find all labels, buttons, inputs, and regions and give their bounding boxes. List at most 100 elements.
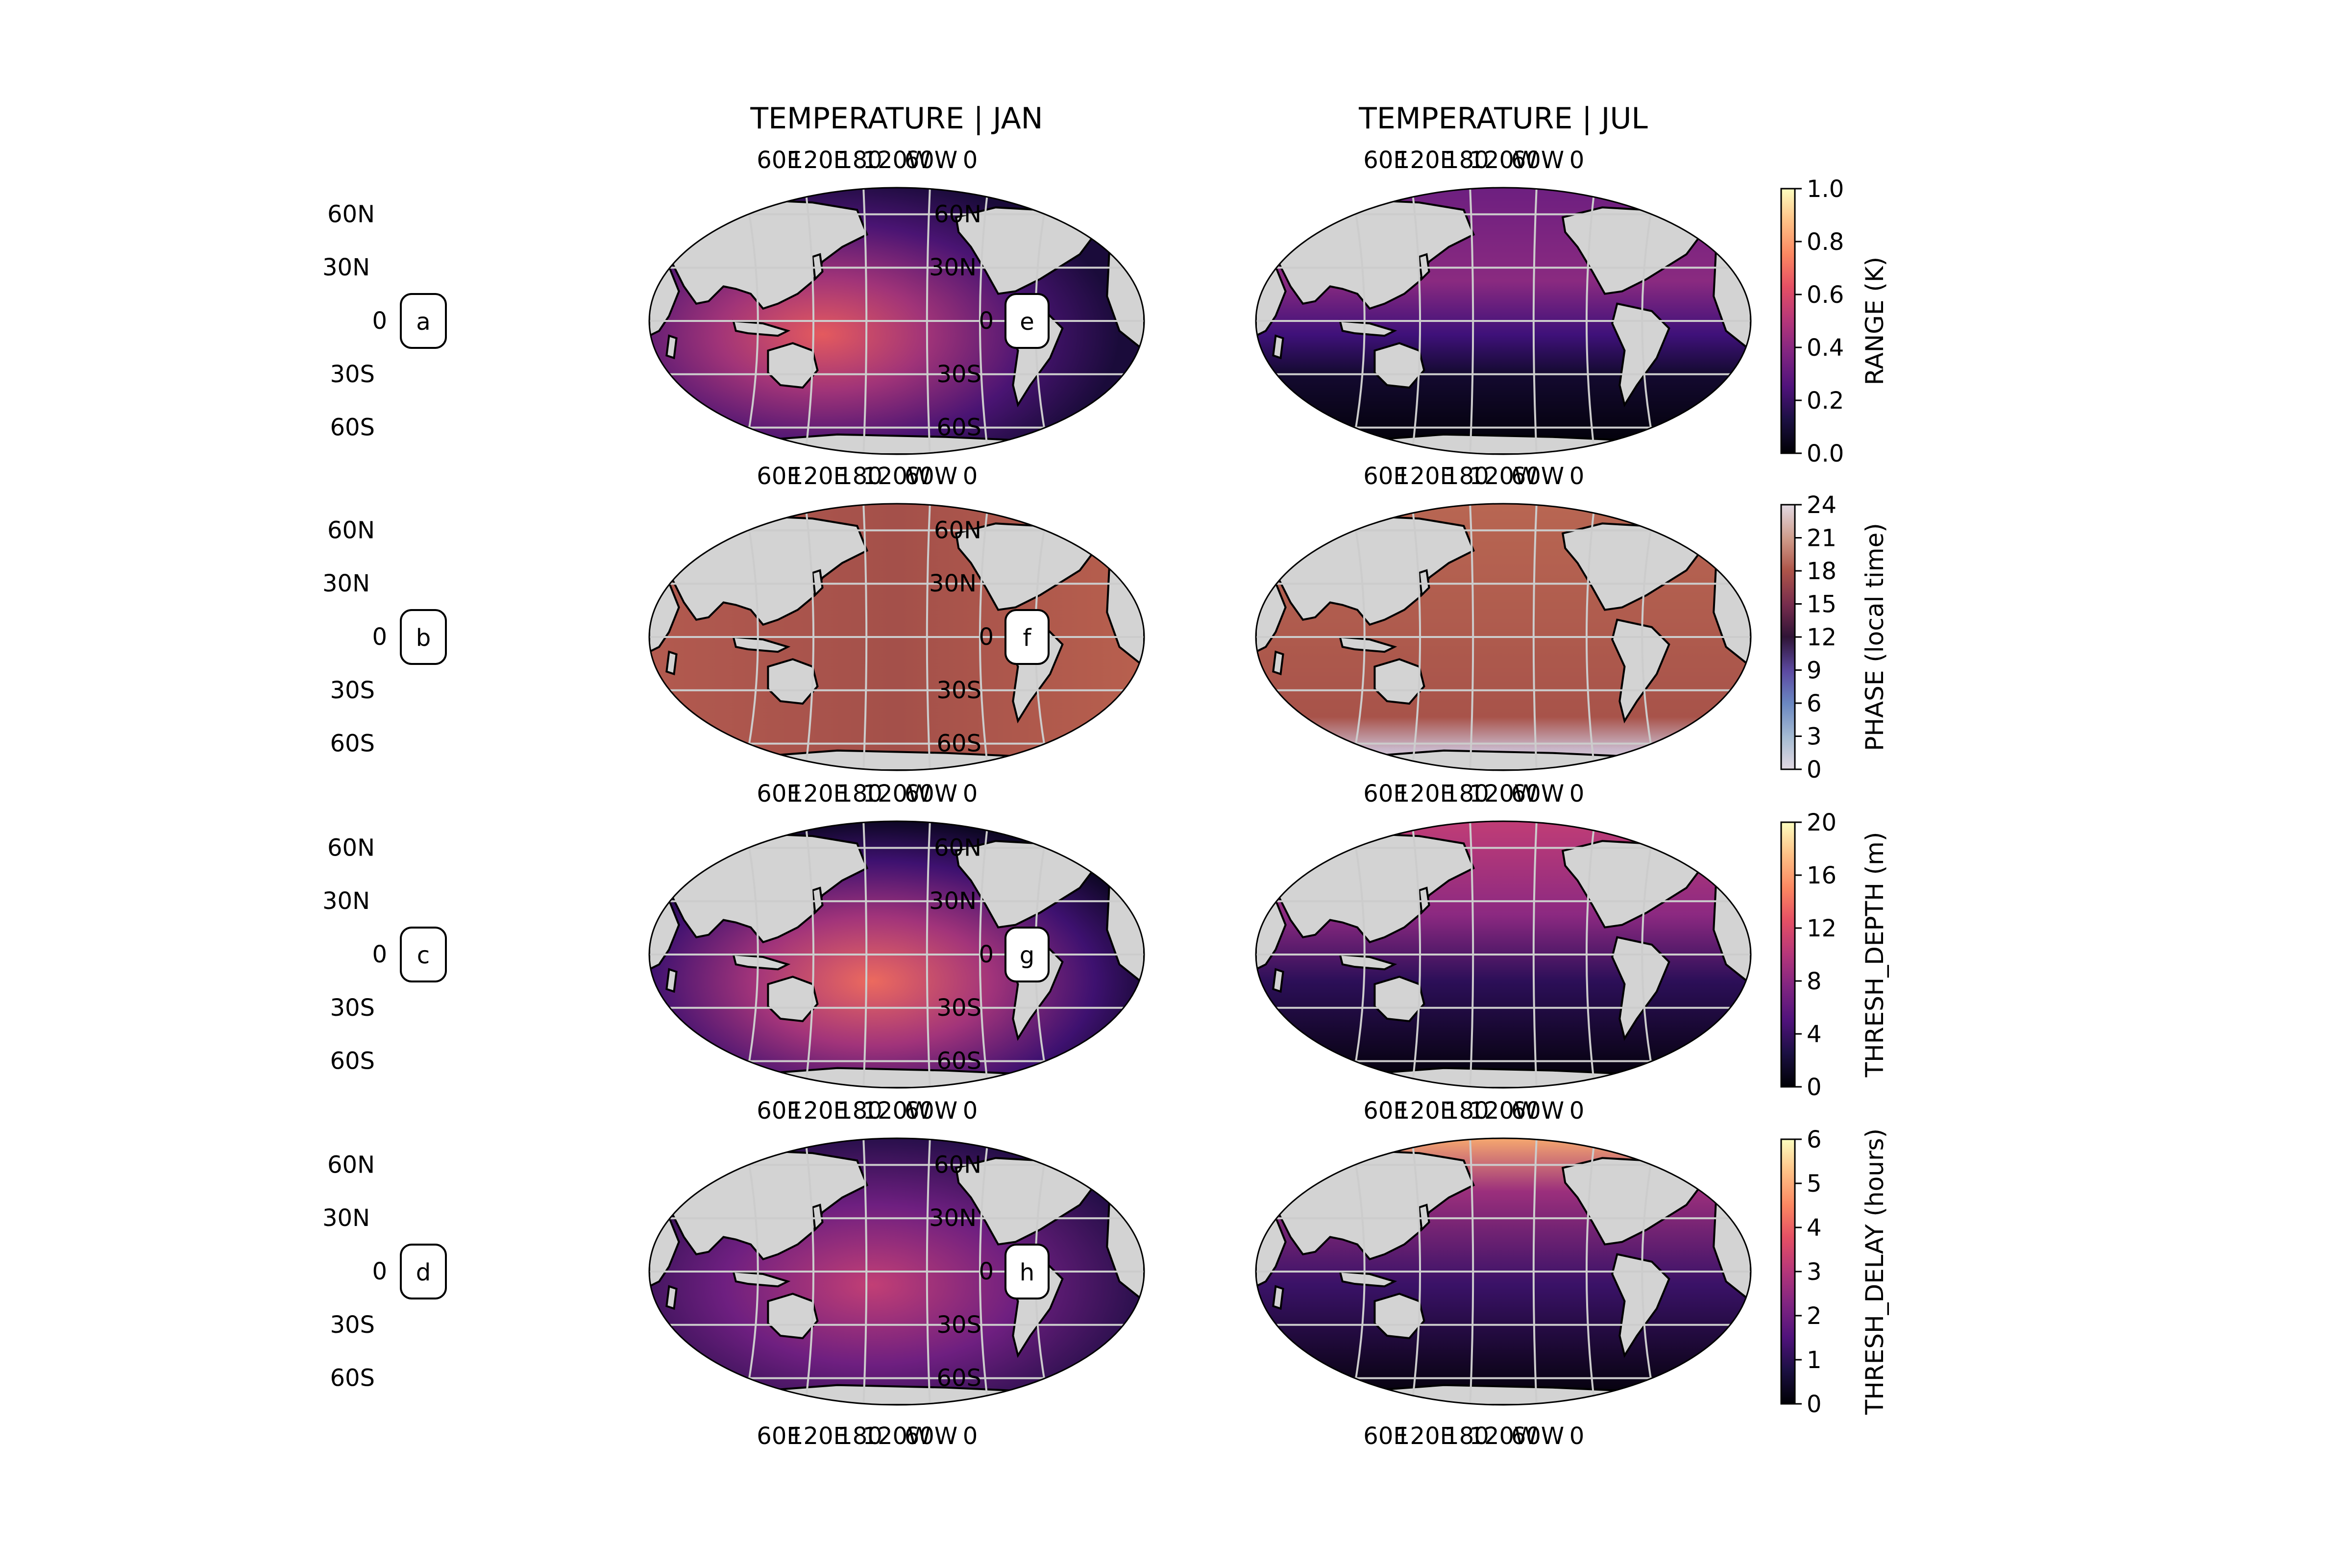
- lat-tick-label: 60N: [934, 516, 981, 544]
- lon-tick-label: 0: [963, 463, 978, 490]
- lon-gridline: [862, 188, 868, 454]
- lat-tick-label: 30S: [936, 677, 981, 704]
- lat-tick-label: 0: [979, 1258, 994, 1285]
- column-title: TEMPERATURE | JAN: [750, 101, 1043, 136]
- lat-tick-label: 30S: [936, 994, 981, 1022]
- lat-tick-label: 60N: [934, 200, 981, 228]
- colorbar-tick-label: 0.4: [1807, 334, 1844, 362]
- lat-tick-label: 60N: [327, 516, 375, 544]
- lon-gridline: [926, 1138, 931, 1405]
- row-label-box: [400, 927, 447, 982]
- gridlines: [1256, 188, 1751, 454]
- lon-tick-label: 60E: [757, 1097, 801, 1125]
- panel-label-text: g: [1020, 942, 1034, 969]
- lon-tick-label: 60E: [1363, 1097, 1408, 1125]
- lon-tick-label: 60W: [1511, 1097, 1565, 1125]
- colorbar-label: THRESH_DEPTH (m): [1861, 832, 1889, 1078]
- colorbar-label: RANGE (K): [1861, 257, 1889, 385]
- lat-tick-label: 30S: [330, 1311, 375, 1339]
- row-label-box: [400, 293, 447, 349]
- lon-tick-label: 60E: [1363, 1422, 1408, 1450]
- lon-gridline: [1469, 821, 1474, 1088]
- lon-gridline: [1585, 821, 1596, 1088]
- lat-tick-label: 60N: [327, 1151, 375, 1178]
- lat-tick-label: 30N: [322, 887, 370, 915]
- map-outline: [648, 187, 1145, 455]
- lon-tick-label: 120W: [1469, 1097, 1537, 1125]
- lon-gridline: [1641, 504, 1657, 770]
- colorbar-scale: [1780, 188, 1796, 454]
- lon-tick-label: 0: [1569, 780, 1585, 808]
- lon-tick-label: 120E: [788, 463, 848, 490]
- lon-tick-label: 0: [963, 780, 978, 808]
- map-outline: [648, 820, 1145, 1089]
- lat-tick-label: 60S: [936, 1365, 981, 1392]
- lon-gridline: [804, 1138, 815, 1405]
- lon-gridline: [979, 1138, 989, 1405]
- lat-tick-label: 60S: [330, 414, 375, 441]
- lon-gridline: [1641, 1138, 1657, 1405]
- lon-tick-label: 120W: [1469, 463, 1537, 490]
- colorbar-tick-label: 0.6: [1807, 281, 1844, 309]
- lat-tick-label: 0: [372, 623, 387, 651]
- lon-gridline: [804, 188, 815, 454]
- map-outline: [648, 1137, 1145, 1406]
- colorbar: 0.0 0.2 0.4 0.6 0.8 1.0 RANGE (K): [1780, 175, 1889, 467]
- lat-tick-label: 0: [372, 941, 387, 968]
- colorbar-tick-label: 16: [1807, 862, 1837, 889]
- lon-tick-label: 120W: [862, 463, 931, 490]
- row-label: d: [400, 1244, 447, 1299]
- lon-gridline: [979, 188, 989, 454]
- lon-tick-label: 60W: [905, 463, 958, 490]
- row-label: b: [400, 609, 447, 665]
- colorbar-tick-label: 6: [1807, 690, 1822, 717]
- lon-tick-label: 180: [837, 1097, 882, 1125]
- lat-tick-label: 30S: [330, 994, 375, 1022]
- map-outline: [648, 503, 1145, 771]
- lon-gridline: [1469, 188, 1474, 454]
- lon-tick-label: 180: [837, 147, 882, 174]
- lon-gridline: [804, 504, 815, 770]
- row-label-box: [400, 1244, 447, 1299]
- lat-tick-label: 60S: [936, 414, 981, 441]
- colorbar-tick-label: 21: [1807, 525, 1837, 552]
- lat-tick-label: 30S: [936, 361, 981, 388]
- colorbar-tick-label: 0.2: [1807, 387, 1844, 415]
- row-label-text: b: [416, 624, 431, 652]
- lon-gridline: [926, 188, 931, 454]
- lon-gridline: [1532, 1138, 1538, 1405]
- lon-gridline: [1641, 821, 1657, 1088]
- lat-tick-label: 60S: [330, 1365, 375, 1392]
- colorbar-tick-label: 0.8: [1807, 228, 1844, 256]
- map-outline: [1255, 820, 1752, 1089]
- colorbar: 0 1 2 3 4 5 6 THRESH_DELAY (hours): [1780, 1126, 1889, 1418]
- colorbar-tick-label: 0: [1807, 1074, 1822, 1101]
- lon-gridline: [743, 821, 759, 1088]
- lon-tick-label: 60E: [1363, 780, 1408, 808]
- lon-gridline: [979, 821, 989, 1088]
- lon-tick-label: 120W: [1469, 780, 1537, 808]
- row-label: a: [400, 293, 447, 349]
- colorbar-tick-label: 9: [1807, 657, 1822, 685]
- panel-label-text: h: [1020, 1259, 1034, 1286]
- colorbar-label: THRESH_DELAY (hours): [1861, 1128, 1889, 1415]
- panel-label-box: [1004, 293, 1050, 349]
- lon-tick-label: 120W: [1469, 147, 1537, 174]
- colorbar: 0 4 8 12 16 20 THRESH_DEPTH (m): [1780, 809, 1889, 1101]
- panel-label: h: [1004, 1244, 1050, 1299]
- colorbar-tick-label: 1: [1807, 1347, 1822, 1374]
- lon-gridline: [743, 1138, 759, 1405]
- colorbar-tick-label: 3: [1807, 1258, 1822, 1286]
- panel-label-text: e: [1020, 308, 1034, 336]
- lon-gridline: [862, 821, 868, 1088]
- lon-tick-label: 120E: [1395, 780, 1455, 808]
- lon-gridline: [1585, 188, 1596, 454]
- lat-tick-label: 60S: [330, 730, 375, 758]
- lon-gridline: [1469, 504, 1474, 770]
- colorbar-tick-label: 8: [1807, 968, 1822, 995]
- colorbar-tick-label: 0: [1807, 756, 1822, 784]
- row-label-text: a: [416, 308, 430, 336]
